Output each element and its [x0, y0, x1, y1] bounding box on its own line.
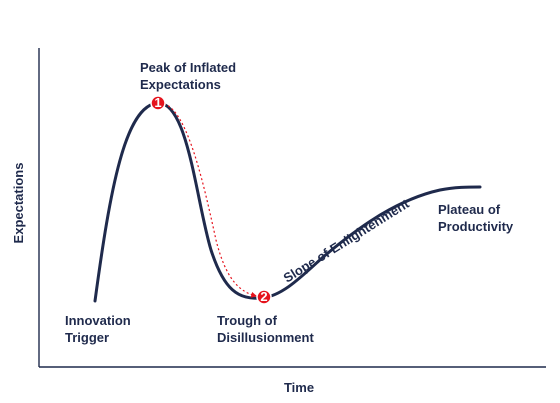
innovation-trigger-label: Innovation Trigger: [65, 313, 134, 345]
innovation-trigger-line2: Trigger: [65, 330, 109, 345]
x-axis-label: Time: [284, 380, 314, 395]
marker-2-label: 2: [260, 289, 267, 304]
y-axis-label: Expectations: [11, 163, 26, 244]
plateau-label-line2: Productivity: [438, 219, 514, 234]
marker-2: 2: [256, 289, 272, 305]
plateau-label: Plateau of Productivity: [438, 202, 514, 234]
trough-label-line2: Disillusionment: [217, 330, 314, 345]
peak-label-line2: Expectations: [140, 77, 221, 92]
plateau-label-line1: Plateau of: [438, 202, 501, 217]
trough-label: Trough of Disillusionment: [217, 313, 314, 345]
trough-label-line1: Trough of: [217, 313, 278, 328]
marker-1-label: 1: [154, 95, 161, 110]
descent-arrow: [163, 103, 258, 298]
hype-curve: [93, 101, 482, 303]
slope-label: Slope of Enlightenment: [281, 196, 413, 286]
marker-1: 1: [150, 95, 166, 111]
peak-label: Peak of Inflated Expectations: [140, 60, 240, 92]
peak-label-line1: Peak of Inflated: [140, 60, 236, 75]
innovation-trigger-line1: Innovation: [65, 313, 131, 328]
